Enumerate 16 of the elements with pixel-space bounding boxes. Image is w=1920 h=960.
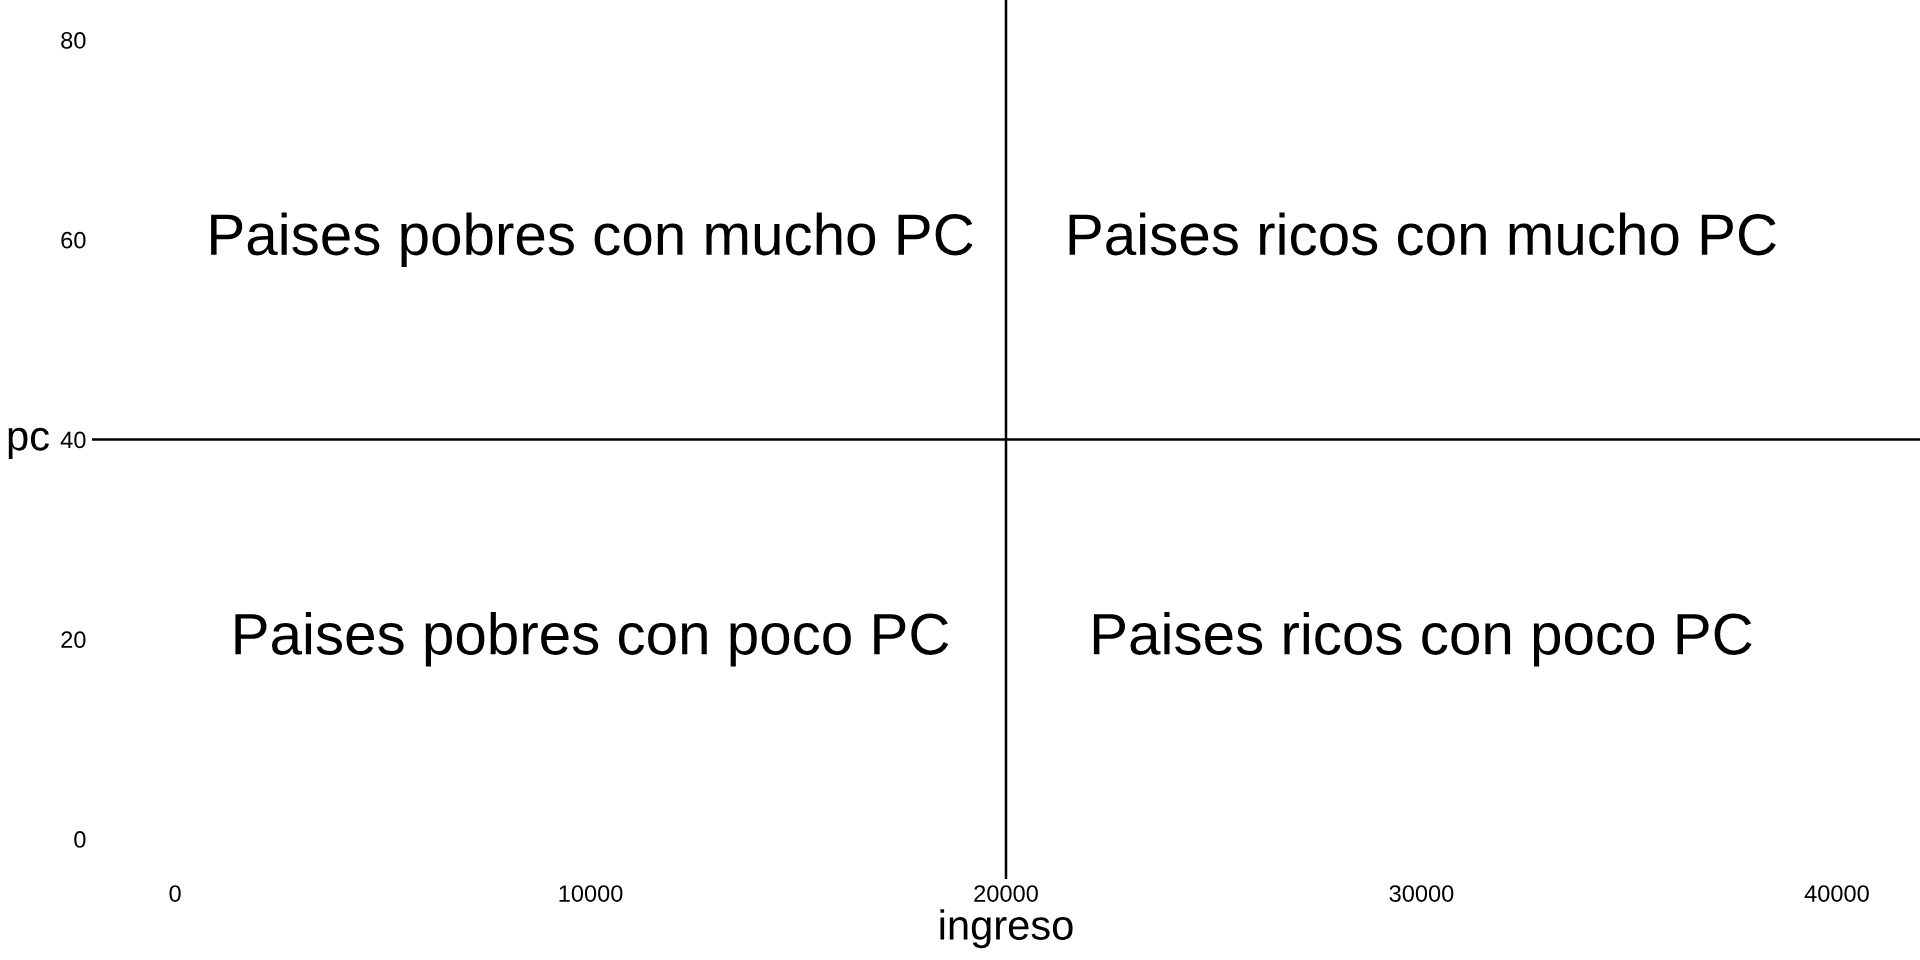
x-tick-label: 30000 <box>1389 885 1454 902</box>
y-tick-label: 60 <box>61 231 86 249</box>
x-tick-label: 0 <box>169 885 181 902</box>
y-tick-label: 0 <box>74 831 86 848</box>
annotation: Paises ricos con mucho PC <box>1069 212 1776 256</box>
x-tick-label: 40000 <box>1804 885 1869 902</box>
y-tick-label: 20 <box>61 631 86 649</box>
y-tick-label: 40 <box>60 431 86 449</box>
x-axis-title: ingreso <box>940 909 1073 949</box>
x-tick-label: 20000 <box>974 885 1038 902</box>
y-tick-label: 80 <box>61 32 86 49</box>
annotation: Paises pobres con poco PC <box>235 612 949 667</box>
x-tick-label: 10000 <box>559 885 623 902</box>
annotation: Paises pobres con mucho PC <box>211 212 973 267</box>
y-axis-title: pc <box>8 427 49 459</box>
annotation: Paises ricos con poco PC <box>1093 612 1752 667</box>
